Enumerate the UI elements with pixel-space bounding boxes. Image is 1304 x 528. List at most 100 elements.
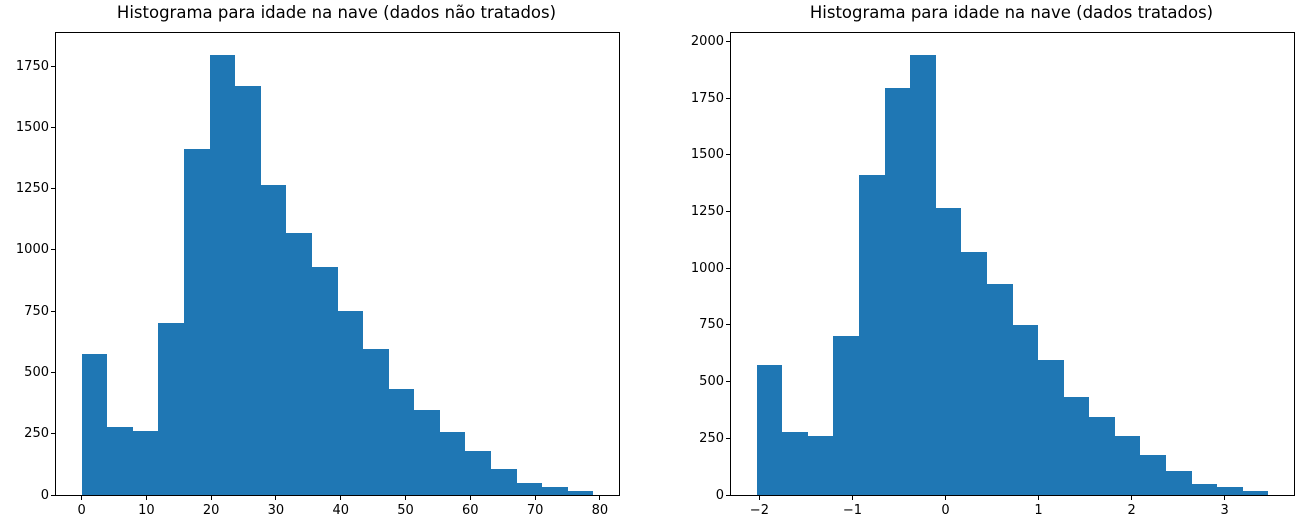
plot-area-treated: −2 −1 0 1 2 3 0 250 500 750 1000 1250 1500 1750 2000 (691, 32, 1295, 518)
y-tick-mark (726, 210, 730, 212)
y-tick-mark (51, 433, 55, 435)
histogram-bar (1038, 360, 1064, 495)
histogram-bar (133, 431, 158, 495)
histogram-bar (987, 284, 1013, 495)
histogram-bar (440, 431, 465, 495)
y-tick-mark (51, 65, 55, 67)
histogram-bar (1217, 487, 1243, 495)
histogram-bar (808, 436, 833, 495)
histogram-bar (82, 354, 107, 495)
histogram-bar (261, 184, 286, 495)
y-tick-label: 2000 (690, 33, 724, 49)
histogram-bar (414, 410, 440, 495)
y-tick-label: 1000 (690, 260, 724, 276)
histogram-bar (184, 148, 210, 495)
y-tick-label: 750 (699, 317, 724, 333)
y-tick-mark (51, 188, 55, 190)
y-tick-mark (726, 97, 730, 99)
x-tick-mark (944, 496, 946, 500)
x-tick-mark (1224, 496, 1226, 500)
histogram-bar (757, 364, 782, 495)
y-tick-mark (726, 267, 730, 269)
y-tick-mark (726, 324, 730, 326)
histogram-bar (1115, 436, 1140, 495)
x-tick-label: 60 (462, 503, 479, 518)
x-tick-mark (758, 496, 760, 500)
x-tick-label: 2 (1127, 503, 1136, 518)
y-tick-mark (726, 154, 730, 156)
histogram-bar (1192, 483, 1217, 495)
y-tick-mark (726, 381, 730, 383)
x-tick-mark (275, 496, 277, 500)
x-tick-label: 80 (591, 503, 609, 518)
x-tick-mark (1038, 496, 1040, 500)
x-tick-mark (1131, 496, 1133, 500)
x-tick-mark (469, 496, 471, 500)
histogram-bar (158, 323, 184, 495)
histogram-bar (363, 349, 389, 495)
chart-title-treated: Histograma para idade na nave (dados tra… (809, 3, 1214, 22)
histogram-bar (782, 431, 808, 495)
x-tick-label: 30 (267, 503, 285, 518)
histogram-bar (1166, 470, 1192, 495)
x-tick-mark (534, 496, 536, 500)
x-tick-mark (210, 496, 212, 500)
x-tick-label: 40 (332, 503, 349, 518)
histogram-bar (235, 86, 261, 495)
x-tick-label: −2 (749, 503, 769, 518)
histogram-bar (286, 232, 312, 495)
plot-area-untreated: 0 10 20 30 40 50 60 70 80 0 250 500 750 1000 1250 1500 1… (16, 32, 620, 518)
y-tick-label: 1000 (15, 242, 49, 258)
y-tick-label: 0 (40, 487, 49, 503)
x-tick-mark (145, 496, 147, 500)
histogram-bar (1089, 416, 1115, 495)
histogram-bar (517, 482, 542, 495)
y-tick-mark (726, 40, 730, 42)
y-tick-label: 1500 (15, 119, 49, 135)
histogram-bar (389, 388, 414, 495)
histogram-bar (1140, 454, 1166, 495)
histogram-bar (885, 87, 910, 495)
histogram-bar (338, 310, 363, 495)
x-tick-label: 10 (138, 503, 155, 518)
histogram-bar (833, 336, 859, 495)
histogram-bar (491, 469, 517, 495)
y-tick-label: 500 (24, 364, 49, 380)
chart-title-untreated: Histograma para idade na nave (dados não… (116, 3, 557, 22)
histogram-bar (107, 426, 133, 495)
x-tick-label: 1 (1034, 503, 1043, 518)
histogram-bar (1243, 491, 1268, 495)
histogram-bar (1064, 396, 1089, 495)
x-tick-label: 3 (1220, 503, 1229, 518)
x-tick-label: 20 (202, 503, 220, 518)
y-tick-mark (51, 126, 55, 128)
y-tick-mark (51, 249, 55, 251)
x-tick-label: −1 (842, 503, 863, 518)
y-tick-mark (51, 310, 55, 312)
histogram-bar (1013, 324, 1038, 495)
y-tick-label: 250 (699, 430, 724, 446)
histogram-bar (936, 207, 961, 495)
x-tick-label: 50 (397, 503, 414, 518)
y-tick-label: 500 (699, 374, 724, 390)
y-tick-label: 750 (24, 303, 49, 319)
y-tick-label: 1750 (690, 90, 724, 106)
histogram-bar (859, 174, 885, 495)
x-tick-mark (81, 496, 83, 500)
x-tick-label: 0 (77, 503, 86, 518)
x-tick-mark (851, 496, 853, 500)
x-tick-label: 70 (526, 503, 544, 518)
histogram-bar (210, 55, 235, 495)
histogram-bar (910, 55, 936, 495)
x-tick-mark (340, 496, 342, 500)
x-tick-mark (405, 496, 407, 500)
y-tick-mark (51, 494, 55, 496)
y-tick-label: 250 (24, 426, 49, 442)
y-tick-label: 1250 (690, 203, 724, 219)
x-tick-mark (599, 496, 601, 500)
histogram-bar (312, 267, 338, 495)
y-tick-label: 1750 (15, 58, 49, 74)
histogram-bar (465, 451, 491, 495)
histogram-bar (542, 486, 568, 495)
